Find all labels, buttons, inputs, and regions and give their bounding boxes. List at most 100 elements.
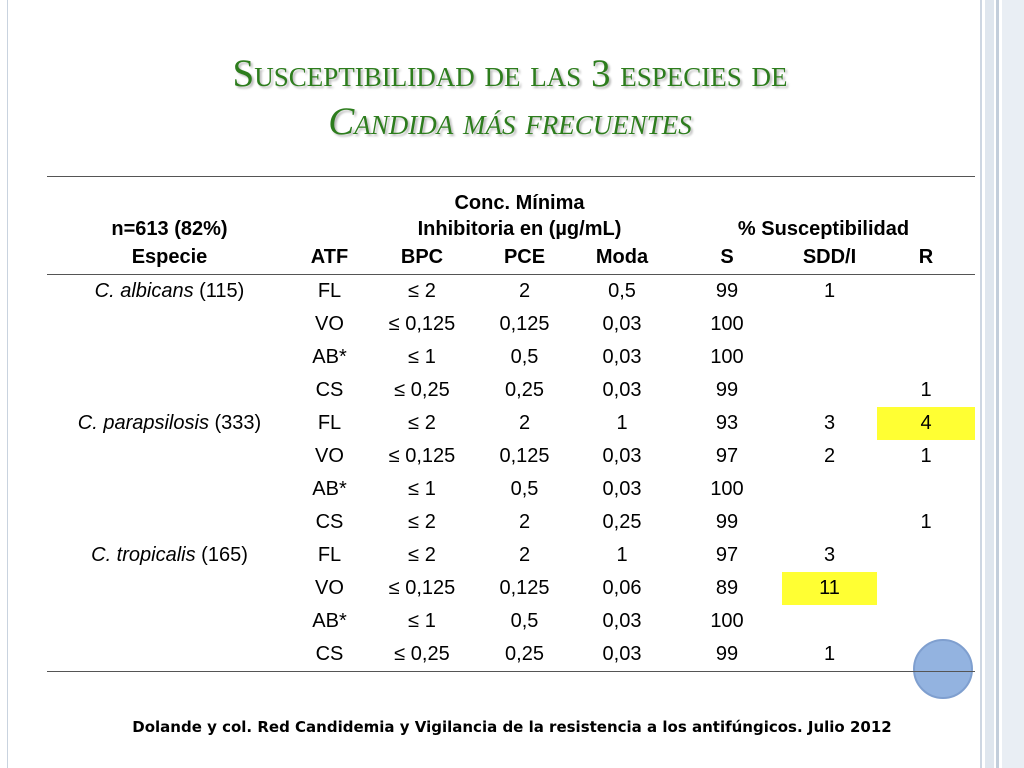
- cell-pce: 0,125: [499, 445, 550, 467]
- cell-atf: FL: [317, 280, 342, 302]
- cell-s: 99: [715, 379, 739, 401]
- cell-pce: 0,25: [505, 379, 544, 401]
- cell-bpc: ≤ 2: [408, 280, 436, 302]
- cell-moda: 0,03: [602, 610, 642, 632]
- slide-title: Susceptibilidad de las 3 especies de Can…: [60, 50, 960, 146]
- cell-sdd: 1: [782, 638, 877, 672]
- cell-atf: AB*: [312, 478, 347, 500]
- cell-bpc: ≤ 0,125: [388, 313, 456, 335]
- table-row: AB* ≤ 1 0,5 0,03 100: [47, 473, 975, 506]
- header-atf: ATF: [292, 241, 367, 275]
- cell-atf: VO: [315, 313, 344, 335]
- cell-r: 4: [877, 407, 975, 440]
- cell-species: [47, 605, 292, 638]
- cell-bpc: ≤ 2: [408, 412, 436, 434]
- species-count: (115): [193, 280, 245, 302]
- table-row: C. tropicalis (165) FL ≤ 2 2 1 97 3: [47, 539, 975, 572]
- left-border-line: [7, 0, 8, 768]
- cell-s: 100: [710, 346, 744, 368]
- species-count: (165): [195, 544, 248, 566]
- cell-species: [47, 341, 292, 374]
- table-row: CS ≤ 0,25 0,25 0,03 99 1: [47, 638, 975, 672]
- cell-atf: CS: [315, 379, 344, 401]
- cell-s: 89: [715, 577, 739, 599]
- table-row: AB* ≤ 1 0,5 0,03 100: [47, 341, 975, 374]
- cell-sdd: [782, 506, 877, 539]
- cell-s: 97: [715, 445, 739, 467]
- header-cmi-line2: Inhibitoria en (µg/mL): [417, 218, 622, 240]
- cell-atf: VO: [315, 445, 344, 467]
- cell-bpc: ≤ 2: [408, 511, 436, 533]
- species-name: C. tropicalis: [91, 544, 196, 566]
- cell-bpc: ≤ 0,25: [394, 379, 450, 401]
- cell-bpc: ≤ 0,125: [388, 577, 456, 599]
- cell-pce: 2: [518, 280, 531, 302]
- cell-bpc: ≤ 2: [408, 544, 436, 566]
- footnote-citation: Dolande y col. Red Candidemia y Vigilanc…: [132, 718, 892, 736]
- right-decorative-stripes: [980, 0, 1024, 768]
- cell-atf: AB*: [312, 610, 347, 632]
- cell-sdd: 1: [823, 280, 836, 302]
- cell-bpc: ≤ 1: [408, 478, 436, 500]
- title-line-1: Susceptibilidad de las 3 especies de: [232, 52, 788, 95]
- cell-r: [877, 341, 975, 374]
- cell-r: [877, 572, 975, 605]
- cell-species: [47, 638, 292, 672]
- cell-pce: 0,125: [499, 313, 550, 335]
- table-row: C. parapsilosis (333) FL ≤ 2 2 1 93 3 4: [47, 407, 975, 440]
- title-line-2: Candida más frecuentes: [328, 100, 692, 143]
- cell-pce: 2: [518, 544, 531, 566]
- cell-moda: 0,03: [602, 379, 642, 401]
- cell-moda: 0,03: [602, 478, 642, 500]
- cell-sdd: [782, 341, 877, 374]
- cell-sdd: [782, 605, 877, 638]
- cell-bpc: ≤ 0,25: [367, 638, 477, 672]
- cell-pce: 0,25: [477, 638, 572, 672]
- cell-sdd: 2: [823, 445, 836, 467]
- cell-pce: 0,5: [510, 346, 539, 368]
- cell-r: [877, 275, 975, 309]
- header-cmi-line1: Conc. Mínima: [367, 176, 672, 215]
- header-sdd: SDD/I: [782, 241, 877, 275]
- cell-s: 93: [715, 412, 739, 434]
- cell-moda: 0,03: [602, 346, 642, 368]
- table-row: C. albicans (115) FL ≤ 2 2 0,5 99 1: [47, 275, 975, 309]
- cell-bpc: ≤ 1: [408, 346, 436, 368]
- cell-s: 99: [672, 638, 782, 672]
- cell-moda: 0,06: [602, 577, 642, 599]
- cell-r: [877, 638, 975, 672]
- cell-moda: 0,25: [602, 511, 642, 533]
- cell-species: [47, 506, 292, 539]
- table-row: AB* ≤ 1 0,5 0,03 100: [47, 605, 975, 638]
- cell-pce: 2: [518, 511, 531, 533]
- species-count: (333): [208, 412, 262, 434]
- cell-species: [47, 308, 292, 341]
- cell-r: [877, 605, 975, 638]
- cell-atf: AB*: [312, 346, 347, 368]
- cell-s: 100: [710, 478, 744, 500]
- cell-r: 1: [920, 445, 932, 467]
- cell-species: [47, 374, 292, 407]
- cell-pce: 0,5: [510, 610, 539, 632]
- header-blank: [47, 176, 292, 215]
- cell-s: 100: [710, 610, 744, 632]
- header-s: S: [672, 241, 782, 275]
- cell-moda: 0,03: [602, 313, 642, 335]
- cell-atf: CS: [315, 511, 344, 533]
- cell-atf: VO: [315, 577, 344, 599]
- table-row: CS ≤ 2 2 0,25 99 1: [47, 506, 975, 539]
- cell-moda: 0,03: [572, 638, 672, 672]
- cell-species: [47, 473, 292, 506]
- cell-r: [877, 473, 975, 506]
- cell-atf: FL: [317, 544, 342, 566]
- header-r: R: [877, 241, 975, 275]
- cell-species: C. tropicalis (165): [47, 539, 292, 572]
- cell-pce: 0,5: [510, 478, 539, 500]
- header-especie: Especie: [47, 241, 292, 275]
- cell-r: [877, 308, 975, 341]
- cell-moda: 0,03: [602, 445, 642, 467]
- table-row: VO ≤ 0,125 0,125 0,06 89 11: [47, 572, 975, 605]
- cell-bpc: ≤ 0,125: [388, 445, 456, 467]
- header-susceptibility: % Susceptibilidad: [737, 218, 910, 240]
- cell-pce: 2: [518, 412, 531, 434]
